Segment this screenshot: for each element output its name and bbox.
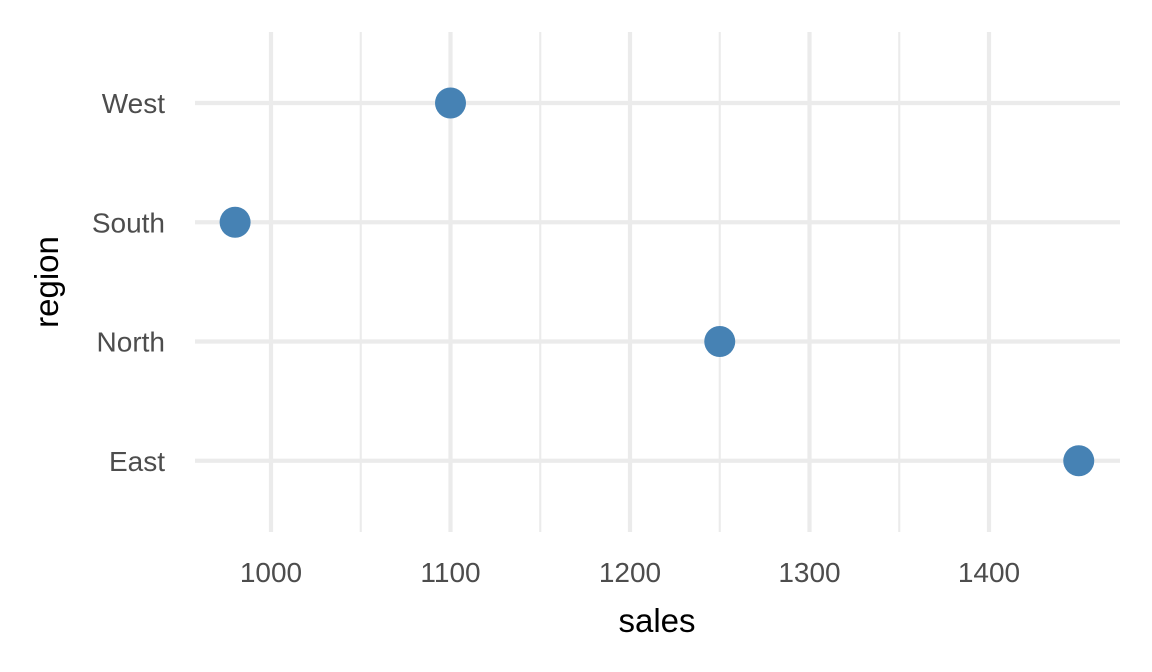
x-tick-labels: 1000 1100 1200 1300 1400 [240,557,1020,588]
y-tick-labels: East North South West [92,88,165,477]
y-tick-label: East [109,446,165,477]
minor-gridlines [359,32,901,532]
x-axis-title: sales [618,602,695,639]
data-point [219,206,251,238]
data-point [704,326,736,357]
data-point [1063,445,1095,477]
x-tick-label: 1000 [240,557,302,588]
y-axis-title: region [28,236,65,328]
data-points [219,87,1095,477]
y-tick-label: South [92,207,165,238]
y-tick-label: North [97,327,165,358]
x-tick-label: 1100 [420,557,480,588]
y-tick-label: West [102,88,165,119]
major-gridlines [195,32,1120,532]
x-tick-label: 1200 [599,557,661,588]
x-tick-label: 1300 [778,557,840,588]
data-point [435,87,466,119]
x-tick-label: 1400 [958,557,1020,588]
